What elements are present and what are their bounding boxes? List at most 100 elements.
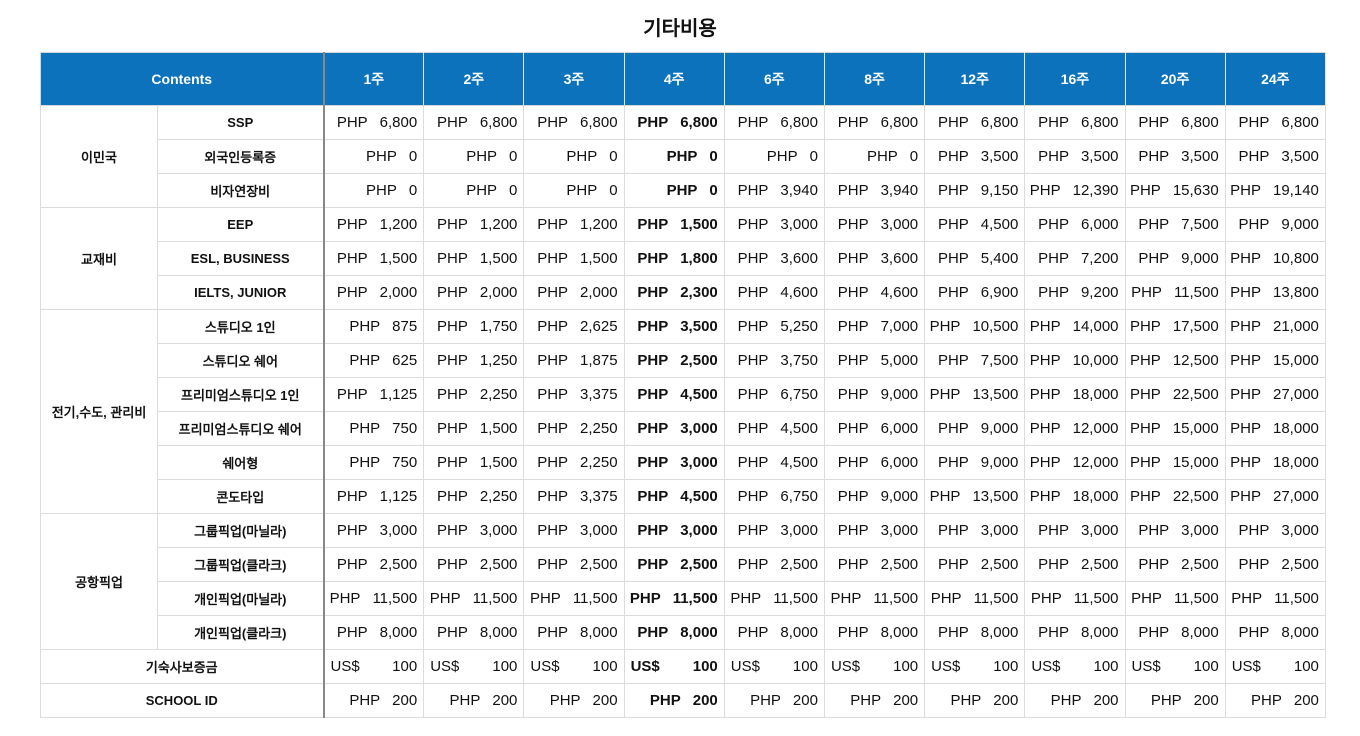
value: PHP 2,500 <box>430 556 517 573</box>
value: PHP 3,500 <box>631 318 717 335</box>
value-cell: PHP 200 <box>823 683 926 718</box>
value: PHP 2,500 <box>931 556 1018 573</box>
amount: 6,000 <box>880 454 919 471</box>
amount: 2,250 <box>580 420 618 437</box>
currency: PHP <box>937 250 969 267</box>
currency: PHP <box>549 692 581 709</box>
value: PHP 11,500 <box>1231 590 1319 607</box>
value: PHP 6,800 <box>1132 114 1218 131</box>
value-cell: PHP 0 <box>723 139 825 174</box>
value-cell: PHP 0 <box>323 173 425 208</box>
value-cell: PHP 9,150 <box>924 173 1026 208</box>
value-cell: PHP 14,000 <box>1024 309 1126 344</box>
header-cell: 2주 <box>423 52 525 106</box>
amount: 1,500 <box>479 420 518 437</box>
value-cell: PHP 4,500 <box>723 445 825 480</box>
currency: PHP <box>537 624 569 641</box>
value: PHP 3,000 <box>530 522 617 539</box>
currency: PHP <box>637 522 669 539</box>
currency: PHP <box>937 216 969 233</box>
currency: PHP <box>937 624 969 641</box>
value-cell: PHP 4,500 <box>623 377 725 412</box>
currency: PHP <box>837 284 869 301</box>
value-cell: PHP 2,000 <box>423 275 525 310</box>
currency: PHP <box>537 454 569 471</box>
value-cell: PHP 3,500 <box>924 139 1026 174</box>
currency: PHP <box>336 386 368 403</box>
currency: US$ <box>1131 658 1161 675</box>
value-cell: PHP 1,500 <box>423 411 525 446</box>
amount: 12,000 <box>1072 454 1119 471</box>
value: PHP 0 <box>631 182 718 199</box>
value: PHP 9,200 <box>1031 284 1118 301</box>
value: PHP 2,500 <box>1031 556 1118 573</box>
value: PHP 9,000 <box>931 420 1018 437</box>
table-row: 프리미엄스튜디오 쉐어 PHP 750 PHP 1,500 PHP 2,250 PHP 3,00… <box>41 411 1326 446</box>
currency: PHP <box>1131 590 1162 607</box>
amount: 6,800 <box>580 114 618 131</box>
amount: 6,800 <box>680 114 718 131</box>
value: PHP 5,000 <box>831 352 918 369</box>
value-cell: PHP 1,500 <box>323 241 425 276</box>
currency: PHP <box>637 488 669 505</box>
currency: PHP <box>737 454 769 471</box>
amount: 200 <box>1193 692 1219 709</box>
currency: PHP <box>1038 522 1069 539</box>
page-title: 기타비용 <box>643 18 717 40</box>
amount: 6,750 <box>780 488 818 505</box>
amount: 100 <box>592 658 618 675</box>
value: PHP 13,500 <box>930 386 1019 403</box>
currency: PHP <box>637 216 669 233</box>
value-cell: PHP 4,600 <box>823 275 926 310</box>
currency: PHP <box>537 114 569 131</box>
currency: PHP <box>629 590 661 607</box>
value: PHP 8,000 <box>931 624 1018 641</box>
value: PHP 10,000 <box>1030 352 1119 369</box>
currency: PHP <box>437 454 468 471</box>
value: PHP 9,000 <box>1232 216 1319 233</box>
value: US$ 100 <box>831 658 918 675</box>
value: PHP 875 <box>331 318 417 335</box>
value: PHP 11,500 <box>629 590 718 607</box>
currency: PHP <box>1129 318 1161 335</box>
currency: PHP <box>1230 420 1261 437</box>
currency: PHP <box>1238 148 1270 165</box>
value-cell: PHP 0 <box>423 139 525 174</box>
currency: PHP <box>437 114 468 131</box>
currency: PHP <box>1050 692 1082 709</box>
amount: 3,000 <box>479 522 518 539</box>
value: PHP 8,000 <box>1031 624 1118 641</box>
table-row: 그룹픽업(클라크) PHP 2,500 PHP 2,500 PHP 2,500 PHP 2,50… <box>41 547 1326 582</box>
value-cell: PHP 27,000 <box>1224 479 1326 514</box>
amount: 5,000 <box>880 352 919 369</box>
header-cell: 20주 <box>1124 52 1226 106</box>
amount: 10,500 <box>972 318 1019 335</box>
amount: 13,500 <box>972 488 1019 505</box>
currency: PHP <box>637 420 669 437</box>
value: PHP 6,800 <box>331 114 417 131</box>
value: PHP 200 <box>430 692 518 709</box>
amount: 100 <box>993 658 1019 675</box>
amount: 2,500 <box>780 556 818 573</box>
value: PHP 3,000 <box>831 216 918 233</box>
amount: 2,500 <box>479 556 518 573</box>
value-cell: PHP 3,000 <box>623 411 725 446</box>
amount: 0 <box>509 182 518 199</box>
value: PHP 8,000 <box>1132 624 1218 641</box>
currency: PHP <box>837 556 869 573</box>
value-cell: PHP 3,000 <box>623 513 725 548</box>
header-cell: 8주 <box>823 52 926 106</box>
currency: PHP <box>336 114 368 131</box>
value-cell: PHP 8,000 <box>423 615 525 650</box>
value-cell: PHP 11,500 <box>323 581 425 616</box>
amount: 9,000 <box>880 386 919 403</box>
value: PHP 1,250 <box>430 352 517 369</box>
currency: PHP <box>1038 284 1069 301</box>
value-cell: PHP 2,500 <box>823 547 926 582</box>
header-cell: 6주 <box>723 52 825 106</box>
value: PHP 200 <box>731 692 818 709</box>
amount: 1,500 <box>379 250 418 267</box>
value-cell: PHP 5,250 <box>723 309 825 344</box>
value-cell: US$ 100 <box>1024 649 1126 684</box>
value-cell: PHP 2,500 <box>1224 547 1326 582</box>
